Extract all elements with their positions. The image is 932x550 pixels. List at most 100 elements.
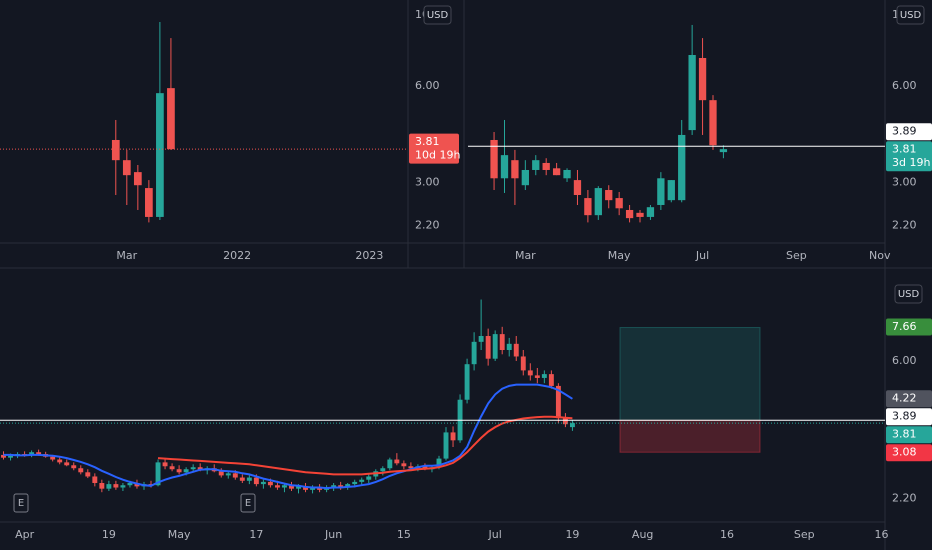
price-label: 7.66 [892, 320, 917, 333]
candle-body [625, 209, 634, 219]
candle-body [113, 484, 119, 488]
candle-body [688, 55, 696, 131]
price-label: 3.81 [892, 143, 917, 156]
candle-body [569, 423, 575, 428]
price-label: 4.22 [892, 392, 917, 405]
candle-body [352, 481, 358, 485]
candle-body [464, 364, 470, 400]
x-tick-label: Sep [794, 528, 815, 541]
candle-body [183, 469, 189, 473]
candle-body [106, 484, 112, 489]
candle-body [133, 172, 142, 186]
y-tick-label: 3.00 [415, 175, 440, 188]
candle-body [678, 134, 686, 201]
candle-body [289, 485, 294, 489]
price-label-box [886, 408, 932, 426]
x-tick-label: Jun [324, 528, 342, 541]
candle-body [134, 482, 140, 487]
candle-body [563, 169, 571, 179]
x-tick-label: Mar [116, 249, 137, 262]
candle-body [450, 432, 456, 441]
candle-body [155, 462, 161, 486]
candle-body [552, 168, 561, 176]
price-label-box [886, 141, 932, 172]
candle-body [401, 463, 407, 467]
y-tick-label: 2.20 [892, 219, 917, 232]
countdown-label: 3d 19h [892, 156, 930, 169]
candle-body [239, 477, 245, 481]
candle-body [232, 473, 238, 478]
candle-body [120, 485, 126, 488]
candle-body [345, 484, 351, 488]
candle-body [71, 465, 77, 469]
candle-body [190, 467, 196, 470]
candle-body [218, 471, 224, 476]
price-label-box [409, 133, 459, 164]
candle-body [492, 334, 498, 359]
x-tick-label: Nov [869, 249, 891, 262]
candle-body [359, 479, 365, 482]
candle-body [50, 456, 56, 460]
candle-body [520, 356, 526, 371]
candle-body [317, 487, 323, 490]
y-tick-label: 6.00 [415, 79, 440, 92]
candle-body [331, 485, 337, 488]
candle-body [521, 169, 529, 186]
candle-body [573, 180, 582, 195]
candle-body [162, 462, 168, 467]
candle-body [500, 155, 509, 179]
candle-body [615, 198, 623, 209]
candle-body [282, 485, 287, 488]
candle-body [478, 336, 484, 342]
price-label-box [886, 318, 932, 336]
currency-box [894, 284, 923, 304]
candle-body [127, 482, 133, 486]
x-tick-label: Sep [786, 249, 807, 262]
candle-body [542, 162, 550, 170]
candle-body [527, 370, 533, 376]
y-tick-label: 6.00 [892, 79, 917, 92]
x-tick-label: Jul [488, 528, 502, 541]
x-tick-label: 16 [874, 528, 888, 541]
candle-body [303, 486, 308, 490]
candle-body [274, 485, 280, 488]
candle-body [148, 484, 154, 486]
candle-body [709, 100, 717, 146]
candle-body [1, 454, 6, 458]
x-tick-label: 15 [397, 528, 411, 541]
candle-body [541, 374, 547, 378]
candle-body [667, 180, 675, 201]
candle-body [646, 207, 655, 217]
candle-body [253, 477, 259, 485]
event-marker [13, 493, 29, 513]
y-tick-label: 2.20 [892, 491, 917, 504]
candle-body [511, 160, 519, 179]
candle-body [490, 139, 498, 179]
candle-body [338, 485, 344, 488]
countdown-label: 10d 19h [415, 149, 460, 162]
x-tick-label: 19 [102, 528, 116, 541]
currency-box [896, 5, 925, 25]
price-label: 3.89 [892, 125, 917, 138]
x-tick-label: Mar [515, 249, 536, 262]
candle-body [85, 472, 91, 477]
candle-body [167, 88, 175, 150]
candle-body [657, 178, 665, 205]
candle-body [260, 481, 266, 485]
candle-body [471, 341, 477, 365]
moving-average [157, 415, 573, 476]
candle-body [485, 336, 491, 359]
candle-body [267, 481, 273, 486]
candle-body [719, 149, 728, 153]
candle-body [436, 458, 442, 468]
candle-body [548, 374, 554, 386]
price-label-box [886, 444, 932, 462]
y-tick-label: 3.00 [892, 175, 917, 188]
candle-body [443, 432, 449, 459]
currency-label: USD [898, 289, 920, 300]
candle-body [99, 482, 105, 489]
price-label-box [886, 426, 932, 444]
price-label: 3.81 [415, 135, 440, 148]
x-tick-label: Apr [15, 528, 35, 541]
